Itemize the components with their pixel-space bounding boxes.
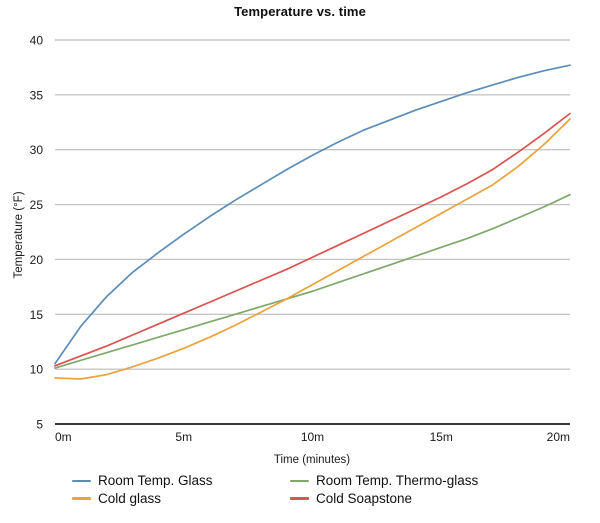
x-axis-tick-labels: 0m 5m 10m 15m 20m: [55, 430, 570, 444]
y-tick-label: 35: [30, 88, 44, 102]
legend-item-label: Room Temp. Thermo-glass: [316, 473, 479, 488]
y-tick-label: 40: [30, 34, 44, 48]
series-line: [54, 64, 571, 365]
x-tick-label: 5m: [175, 430, 192, 444]
legend-item[interactable]: Room Temp. Glass: [72, 474, 290, 488]
legend-swatch-icon: [290, 479, 309, 482]
legend-item[interactable]: Cold Soapstone: [290, 490, 540, 506]
legend-item[interactable]: Room Temp. Thermo-glass: [290, 474, 540, 488]
series-lines-group: [54, 64, 571, 380]
x-axis-label: Time (minutes): [274, 454, 350, 466]
legend-item[interactable]: Cold glass: [72, 490, 290, 506]
x-tick-label: 0m: [55, 430, 72, 444]
legend-swatch-icon: [290, 497, 309, 500]
legend-item-label: Cold glass: [98, 490, 162, 506]
series-line: [54, 193, 571, 369]
chart-plot-area: 5 10 15 20 25 30 35 40 0m 5m 10m 15m 20m Temperatur…: [13, 34, 571, 466]
chart-title: Temperature vs. time: [234, 4, 366, 19]
y-axis-tick-labels: 5 10 15 20 25 30 35 40: [30, 34, 44, 432]
legend-swatch-icon: [72, 479, 91, 482]
legend-item-label: Room Temp. Glass: [98, 473, 213, 488]
chart-legend: Room Temp. Glass Room Temp. Thermo-glass C…: [72, 474, 542, 505]
y-tick-label: 10: [30, 363, 44, 377]
x-tick-label: 15m: [430, 430, 453, 444]
legend-swatch-icon: [72, 497, 91, 500]
y-tick-label: 25: [30, 198, 44, 212]
x-tick-label: 20m: [547, 430, 570, 444]
series-line: [54, 118, 571, 380]
y-tick-label: 30: [30, 143, 44, 157]
y-tick-label: 20: [30, 253, 44, 267]
y-axis-label: Temperature (°F): [13, 191, 25, 278]
series-line: [54, 112, 571, 367]
gridlines-group: [55, 39, 570, 370]
y-tick-label: 5: [36, 418, 43, 432]
x-tick-label: 10m: [301, 430, 324, 444]
legend-item-label: Cold Soapstone: [316, 490, 413, 506]
y-tick-label: 15: [30, 308, 44, 322]
